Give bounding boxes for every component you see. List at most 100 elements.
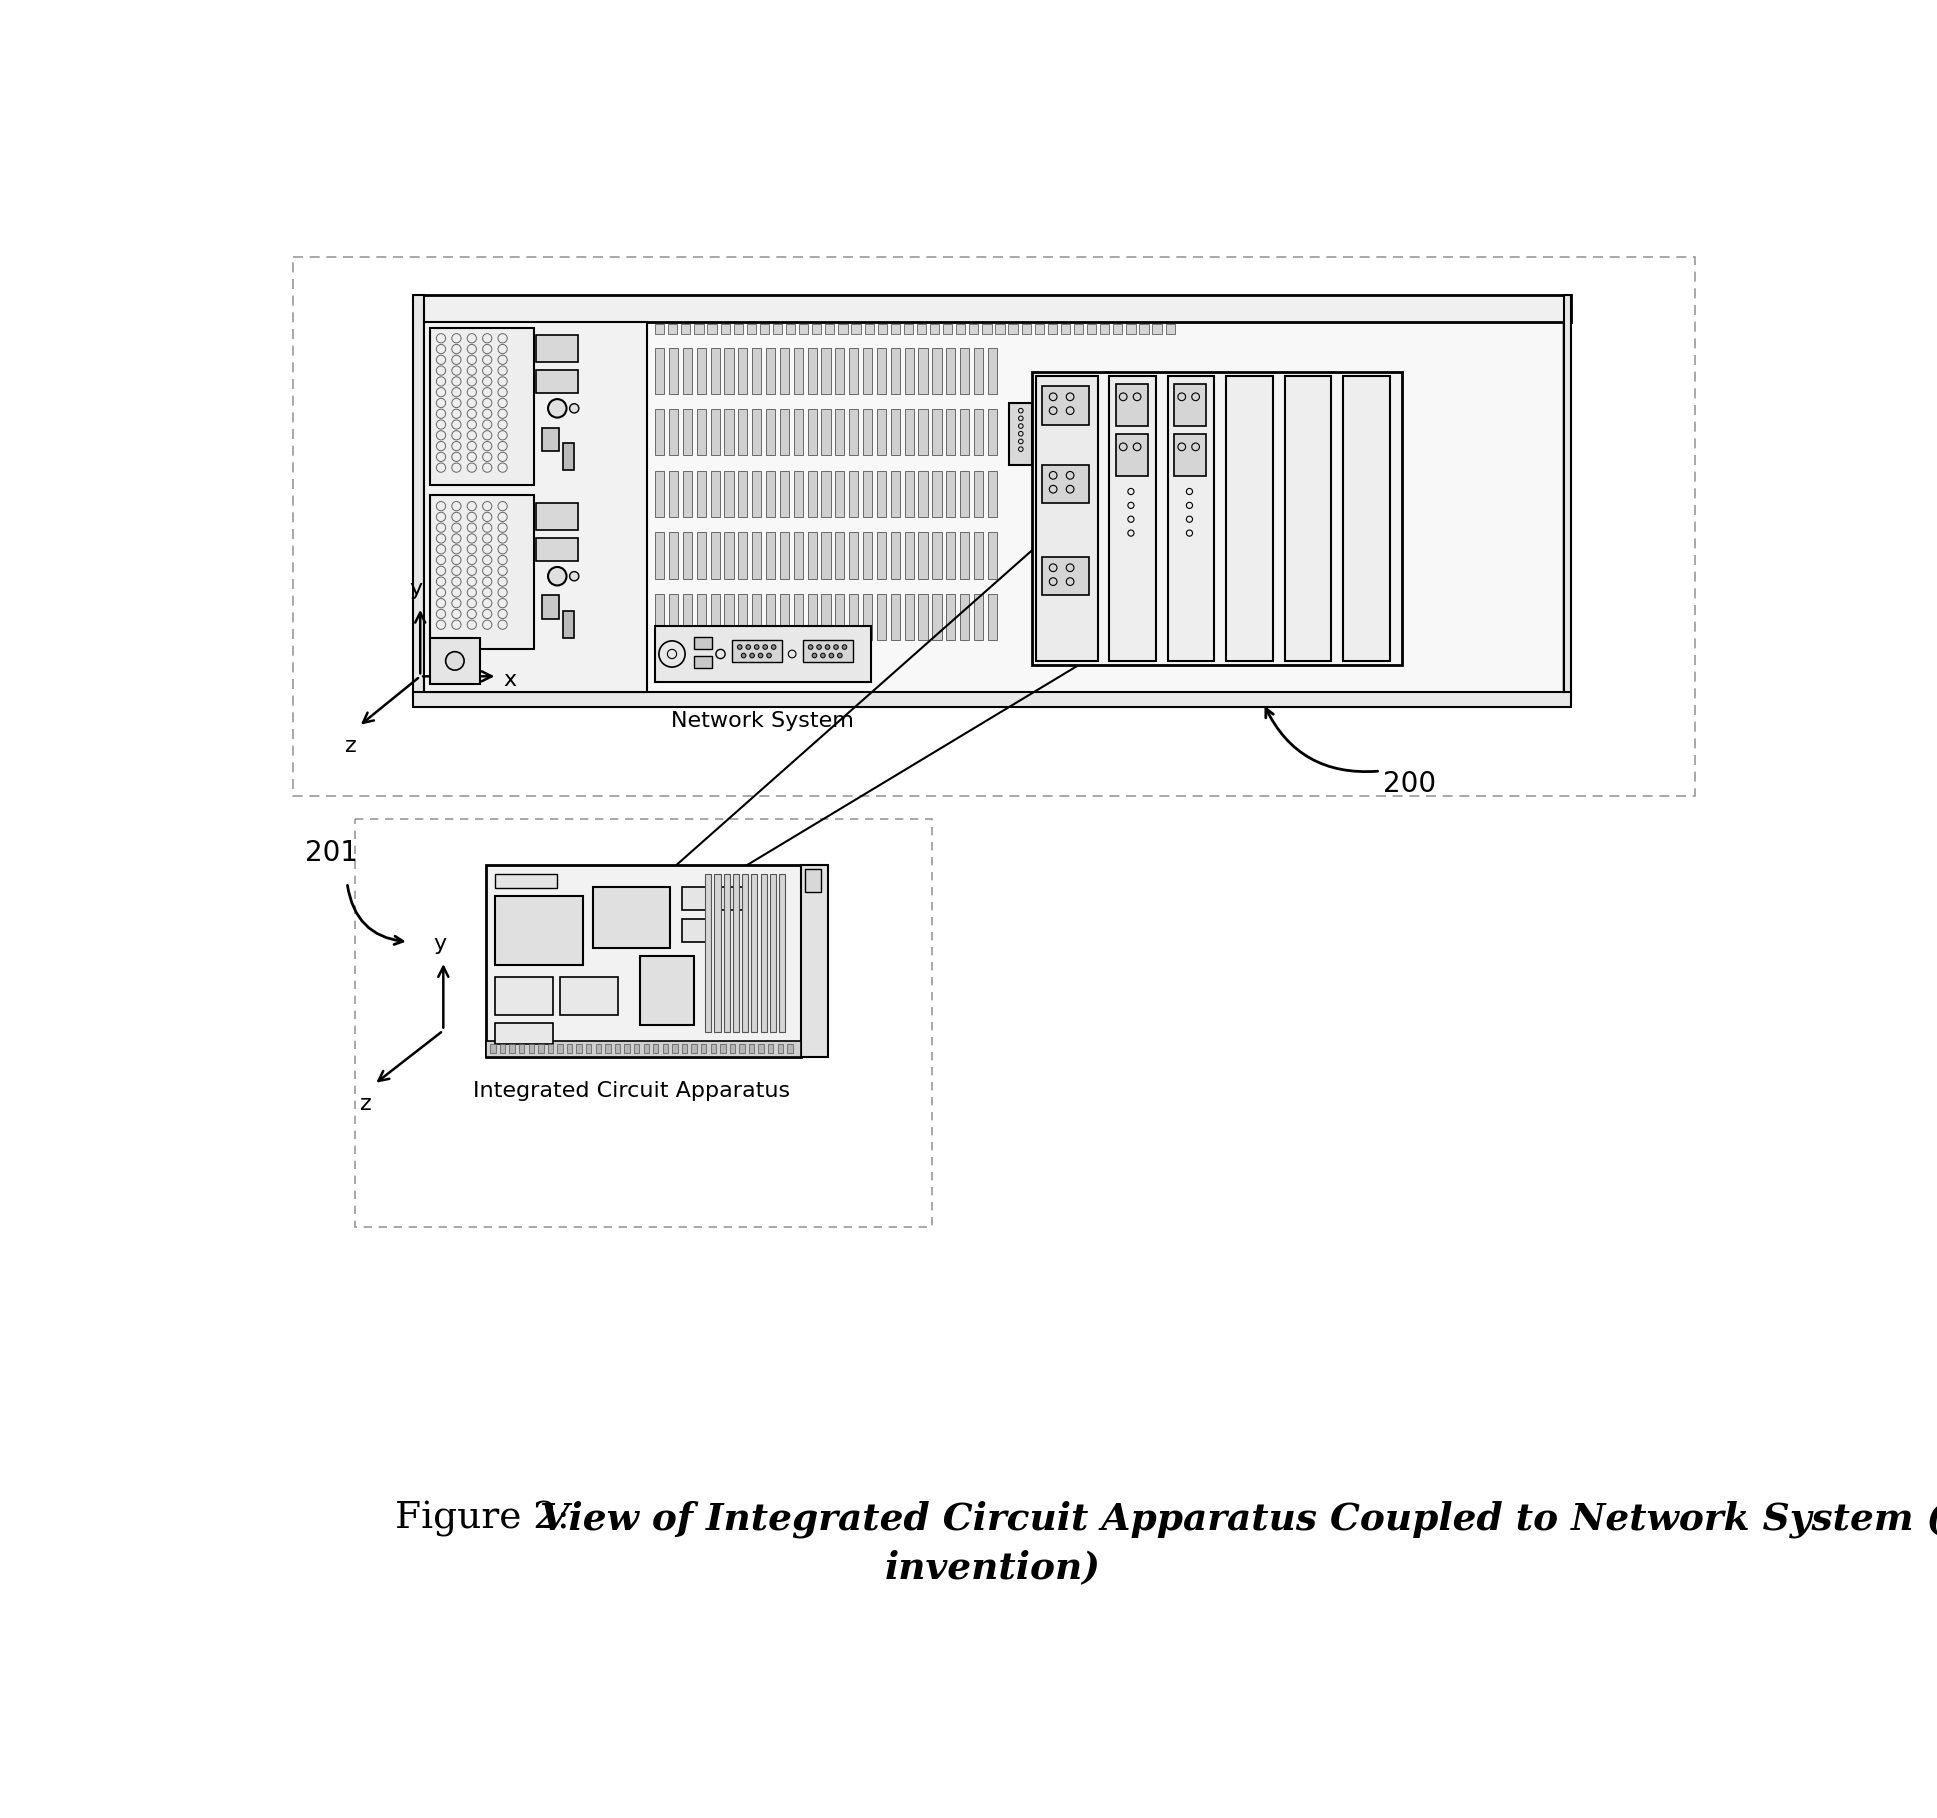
Bar	[1563, 295, 1571, 696]
Bar	[693, 324, 703, 335]
Bar	[424, 322, 647, 691]
Bar	[564, 444, 573, 469]
Bar	[1114, 324, 1122, 335]
Bar	[711, 471, 721, 516]
Bar	[781, 594, 788, 640]
Bar	[1032, 373, 1402, 665]
Text: 201: 201	[306, 840, 358, 867]
Circle shape	[569, 571, 579, 580]
Bar	[752, 471, 761, 516]
Bar	[988, 471, 998, 516]
Bar	[701, 1044, 707, 1053]
Bar	[839, 324, 848, 335]
Bar	[877, 471, 885, 516]
Circle shape	[812, 653, 817, 658]
Bar	[738, 347, 748, 395]
Bar	[932, 471, 941, 516]
Bar	[604, 1044, 610, 1053]
Bar	[848, 594, 858, 640]
Bar	[1009, 404, 1032, 465]
Bar	[891, 409, 901, 454]
Bar	[529, 1044, 535, 1053]
Bar	[697, 471, 705, 516]
Bar	[996, 324, 1005, 335]
Bar	[918, 533, 928, 578]
Bar	[413, 691, 1571, 707]
Bar	[682, 887, 709, 909]
Bar	[821, 409, 831, 454]
Bar	[932, 409, 941, 454]
Bar	[821, 347, 831, 395]
Bar	[682, 347, 692, 395]
Bar	[794, 533, 804, 578]
Bar	[825, 324, 835, 335]
Circle shape	[843, 645, 846, 649]
Bar	[961, 594, 968, 640]
Bar	[918, 347, 928, 395]
Bar	[800, 324, 808, 335]
Bar	[496, 874, 556, 887]
Bar	[765, 533, 775, 578]
Bar	[759, 324, 769, 335]
Bar	[692, 1044, 697, 1053]
Bar	[1087, 324, 1096, 335]
Bar	[957, 324, 965, 335]
Bar	[848, 533, 858, 578]
Bar	[693, 656, 713, 667]
Bar	[1116, 384, 1149, 425]
Bar	[821, 594, 831, 640]
Bar	[732, 874, 740, 1033]
Circle shape	[742, 653, 746, 658]
Bar	[808, 533, 817, 578]
Bar	[1153, 324, 1162, 335]
Bar	[413, 295, 1571, 322]
Bar	[961, 471, 968, 516]
Bar	[945, 471, 955, 516]
Bar	[711, 1044, 717, 1053]
Text: Integrated Circuit Apparatus: Integrated Circuit Apparatus	[473, 1080, 790, 1100]
Bar	[930, 324, 939, 335]
Bar	[519, 1044, 525, 1053]
Bar	[759, 1044, 763, 1053]
Bar	[577, 1044, 581, 1053]
Circle shape	[746, 645, 750, 649]
Circle shape	[825, 645, 829, 649]
Bar	[781, 471, 788, 516]
Bar	[430, 494, 535, 649]
Bar	[655, 409, 664, 454]
Bar	[802, 865, 829, 1058]
Bar	[655, 533, 664, 578]
Circle shape	[767, 653, 771, 658]
Bar	[779, 874, 784, 1033]
Bar	[877, 409, 885, 454]
Bar	[891, 347, 901, 395]
Bar	[988, 594, 998, 640]
Bar	[905, 347, 914, 395]
Bar	[752, 533, 761, 578]
Bar	[918, 594, 928, 640]
Bar	[794, 594, 804, 640]
Bar	[292, 256, 1695, 796]
Bar	[891, 324, 901, 335]
Bar	[668, 533, 678, 578]
Bar	[835, 471, 845, 516]
Bar	[905, 471, 914, 516]
Bar	[537, 335, 577, 362]
Bar	[945, 409, 955, 454]
Bar	[945, 347, 955, 395]
Bar	[486, 865, 802, 1058]
Bar	[905, 533, 914, 578]
Bar	[806, 869, 821, 893]
Text: z: z	[360, 1094, 372, 1114]
Bar	[794, 409, 804, 454]
Text: Network System: Network System	[672, 711, 854, 731]
Bar	[1036, 376, 1098, 662]
Bar	[711, 533, 721, 578]
Bar	[1168, 376, 1214, 662]
Bar	[932, 594, 941, 640]
Bar	[786, 1044, 792, 1053]
Bar	[932, 347, 941, 395]
Bar	[968, 324, 978, 335]
Bar	[542, 427, 558, 451]
Bar	[490, 1044, 496, 1053]
